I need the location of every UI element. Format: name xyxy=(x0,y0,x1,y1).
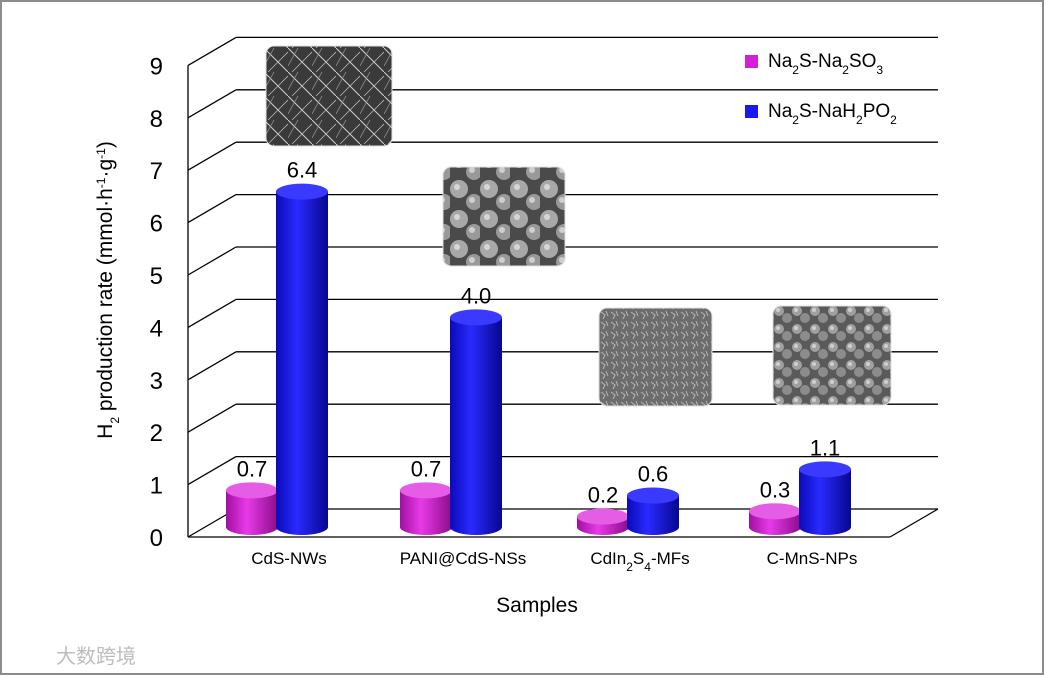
bars xyxy=(226,183,851,535)
value-label: 0.2 xyxy=(588,483,619,508)
bar-top xyxy=(799,461,851,478)
bar-body xyxy=(400,490,452,535)
x-tick-label: PANI@CdS-NSs xyxy=(400,549,527,568)
bar-top xyxy=(400,482,452,499)
grid-line-diag xyxy=(187,194,237,224)
watermark: 大数跨境 xyxy=(56,644,136,668)
bar-body xyxy=(450,317,502,535)
y-tick-label: 8 xyxy=(150,106,163,133)
value-label: 0.3 xyxy=(760,477,791,502)
bar-top xyxy=(749,503,801,520)
legend-label: Na2S-Na2SO3 xyxy=(768,51,883,77)
y-axis-title: H2 production rate (mmol·h-1·g-1) xyxy=(94,141,122,439)
x-axis-title: Samples xyxy=(496,594,578,617)
bar xyxy=(226,482,278,535)
value-labels: 0.7 0.7 0.2 0.3 6.4 4.0 0.6 1.1 xyxy=(237,158,841,508)
value-label: 1.1 xyxy=(810,435,841,460)
value-label: 4.0 xyxy=(461,283,492,308)
x-axis: CdS-NWs PANI@CdS-NSs CdIn2S4-MFs C-MnS-NPs xyxy=(251,549,857,574)
value-label: 6.4 xyxy=(287,158,318,183)
legend: Na2S-Na2SO3 Na2S-NaH2PO2 xyxy=(745,51,897,127)
sem-image xyxy=(598,307,713,407)
y-tick-label: 1 xyxy=(150,473,163,500)
grid-line-diag xyxy=(187,403,237,433)
grid-line-diag xyxy=(187,298,237,328)
sem-images xyxy=(265,45,892,407)
bar xyxy=(799,461,851,535)
y-tick-label: 7 xyxy=(150,158,163,185)
value-label: 0.7 xyxy=(411,456,442,481)
value-label: 0.6 xyxy=(638,462,669,487)
sem-image xyxy=(265,45,393,147)
x-tick-label: CdS-NWs xyxy=(251,549,327,568)
bar-top xyxy=(450,309,502,326)
bar-top xyxy=(226,482,278,499)
legend-label: Na2S-NaH2PO2 xyxy=(768,101,897,127)
y-tick-label: 4 xyxy=(150,315,163,342)
grid-line-diag xyxy=(187,36,237,66)
bar xyxy=(627,487,679,535)
grid-line-diag xyxy=(187,456,237,486)
x-tick-label: CdIn2S4-MFs xyxy=(590,549,689,574)
bar xyxy=(577,508,629,535)
y-tick-label: 3 xyxy=(150,368,163,395)
bar-body xyxy=(799,469,851,535)
grid-line-diag xyxy=(187,141,237,171)
bar-top xyxy=(276,183,328,200)
legend-swatch xyxy=(745,55,758,68)
y-tick-label: 6 xyxy=(150,211,163,238)
y-tick-label: 0 xyxy=(150,525,163,552)
bar xyxy=(749,503,801,535)
grid-line-diag xyxy=(187,246,237,276)
bar-body xyxy=(627,495,679,535)
y-tick-label: 9 xyxy=(150,53,163,80)
y-tick-label: 2 xyxy=(150,420,163,447)
bar xyxy=(400,482,452,535)
bar-body xyxy=(276,191,328,535)
grid-line-diag xyxy=(187,351,237,381)
y-axis: 0 1 2 3 4 5 6 7 8 9 xyxy=(150,53,163,552)
bar-top xyxy=(627,487,679,504)
y-tick-label: 5 xyxy=(150,263,163,290)
bar-top xyxy=(577,508,629,525)
bar xyxy=(276,183,328,535)
sem-image xyxy=(442,166,566,267)
bar xyxy=(450,309,502,535)
grid-line-diag xyxy=(187,89,237,119)
bar-body xyxy=(226,490,278,535)
legend-swatch xyxy=(745,105,758,118)
floor-right-edge xyxy=(889,508,939,538)
sem-image xyxy=(772,305,892,406)
value-label: 0.7 xyxy=(237,456,268,481)
x-tick-label: C-MnS-NPs xyxy=(767,549,858,568)
